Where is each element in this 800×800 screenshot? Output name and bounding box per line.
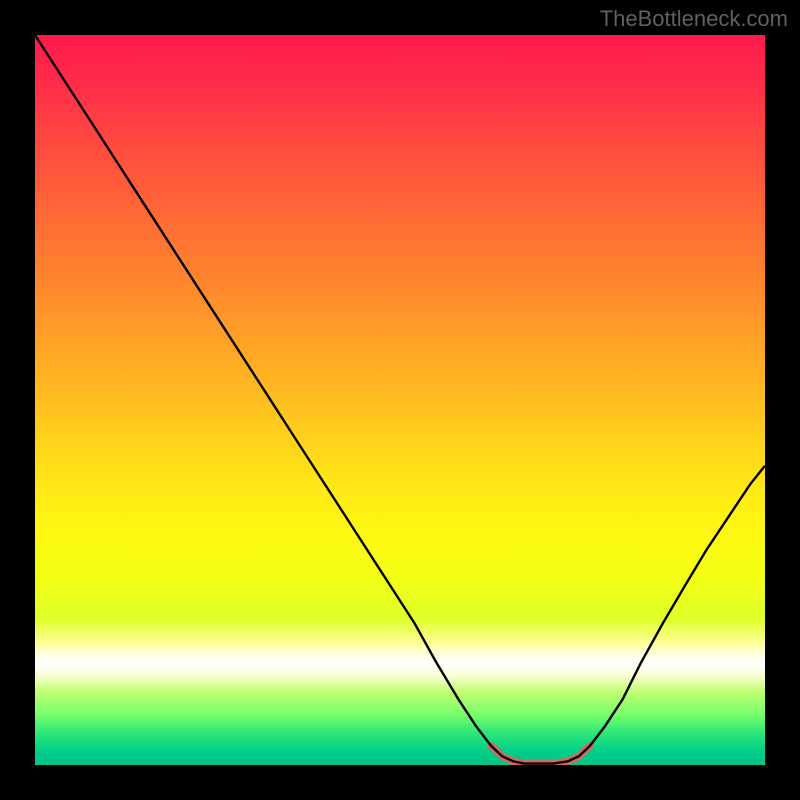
gradient-background <box>35 35 765 765</box>
plot-svg <box>35 35 765 765</box>
chart-container: TheBottleneck.com <box>0 0 800 800</box>
watermark-text: TheBottleneck.com <box>600 6 788 32</box>
plot-area <box>35 35 765 765</box>
